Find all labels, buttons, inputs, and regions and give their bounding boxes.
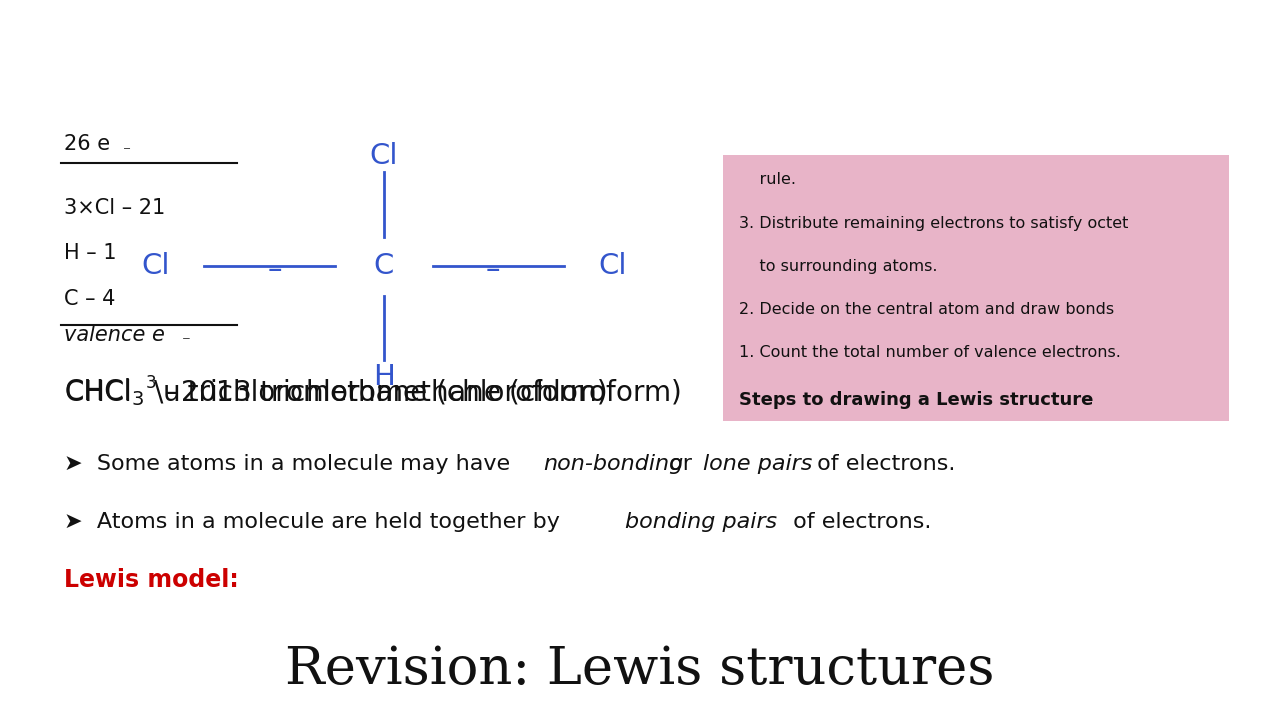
Text: –: – [268,256,283,284]
Text: Steps to drawing a Lewis structure: Steps to drawing a Lewis structure [739,390,1093,409]
Text: ➤  Some atoms in a molecule may have: ➤ Some atoms in a molecule may have [64,454,517,474]
Text: 1. Count the total number of valence electrons.: 1. Count the total number of valence ele… [739,346,1120,360]
Text: ⁻: ⁻ [123,144,131,158]
Text: non-bonding: non-bonding [543,454,684,474]
Text: – trichloromethane (chloroform): – trichloromethane (chloroform) [156,379,608,406]
Text: Cl: Cl [141,253,170,280]
Text: 3×Cl – 21: 3×Cl – 21 [64,198,165,218]
Text: Revision: Lewis structures: Revision: Lewis structures [285,644,995,695]
Text: 26 e: 26 e [64,134,110,154]
Text: CHCl: CHCl [64,379,132,406]
Text: C – 4: C – 4 [64,289,115,309]
Text: of electrons.: of electrons. [786,512,932,532]
FancyBboxPatch shape [723,155,1229,421]
Text: of electrons.: of electrons. [810,454,956,474]
Text: 3: 3 [146,374,156,392]
Text: H – 1: H – 1 [64,243,116,264]
Text: 2. Decide on the central atom and draw bonds: 2. Decide on the central atom and draw b… [739,302,1114,317]
Text: valence e: valence e [64,325,165,345]
Text: to surrounding atoms.: to surrounding atoms. [739,259,937,274]
Text: Cl: Cl [370,143,398,170]
Text: or: or [662,454,699,474]
Text: ➤  Atoms in a molecule are held together by: ➤ Atoms in a molecule are held together … [64,512,567,532]
Text: $\mathrm{CHCl_3}$ \u2013 trichloromethane (chloroform): $\mathrm{CHCl_3}$ \u2013 trichloromethan… [64,377,681,408]
Text: ⁻: ⁻ [182,333,191,351]
Text: C: C [374,253,394,280]
Text: –: – [485,256,500,284]
Text: bonding pairs: bonding pairs [625,512,777,532]
Text: Lewis model:: Lewis model: [64,567,239,592]
Text: Cl: Cl [598,253,627,280]
Text: rule.: rule. [739,173,796,187]
Text: lone pairs: lone pairs [703,454,812,474]
Text: H: H [372,363,396,390]
Text: 3. Distribute remaining electrons to satisfy octet: 3. Distribute remaining electrons to sat… [739,216,1128,230]
